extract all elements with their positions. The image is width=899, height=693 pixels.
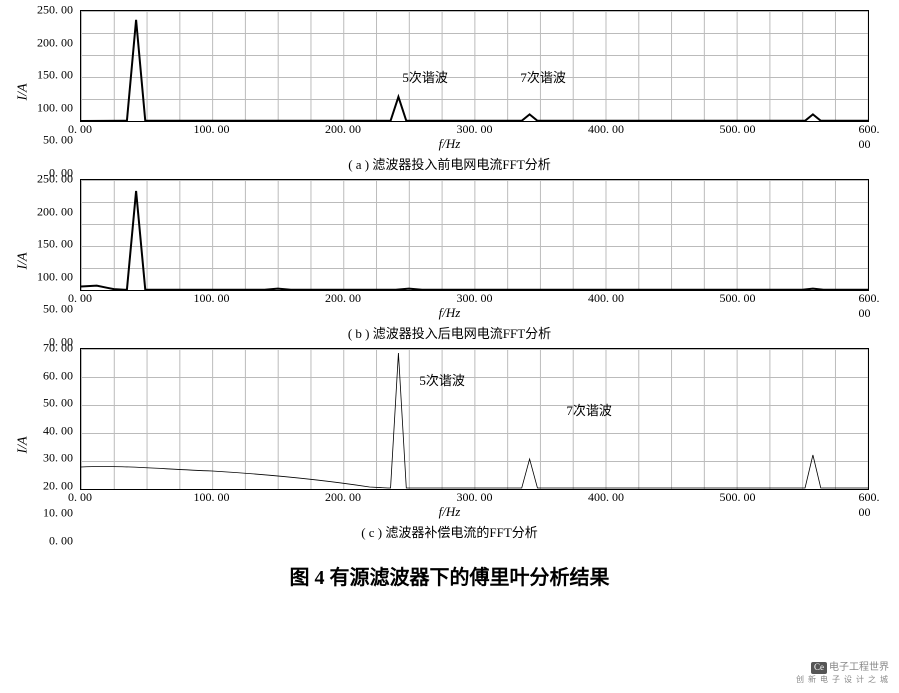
x-tick-label: 500. 00 xyxy=(720,122,756,137)
x-tick-label: 100. 00 xyxy=(193,291,229,306)
x-tick-label: 0. 00 xyxy=(68,490,92,505)
plot-area-b xyxy=(80,179,869,291)
watermark-sub: 创 新 电 子 设 计 之 城 xyxy=(796,675,889,684)
x-tick-label: 600. 00 xyxy=(859,122,880,152)
caption-c: ( c ) 滤波器补偿电流的FFT分析 xyxy=(10,522,889,541)
y-tick-label: 100. 00 xyxy=(37,100,73,115)
chart-c: I/A 0. 0010. 0020. 0030. 0040. 0050. 006… xyxy=(10,348,889,541)
x-tick-label: 300. 00 xyxy=(457,291,493,306)
y-tick-label: 70. 00 xyxy=(43,341,73,356)
x-tick-label: 500. 00 xyxy=(720,291,756,306)
x-tick-label: 600. 00 xyxy=(859,291,880,321)
y-ticks-c: 0. 0010. 0020. 0030. 0040. 0050. 0060. 0… xyxy=(10,348,75,541)
caption-b: ( b ) 滤波器投入后电网电流FFT分析 xyxy=(10,323,889,342)
x-ticks-b: 0. 00100. 00200. 00300. 00400. 00500. 00… xyxy=(80,291,869,307)
y-ticks-b: 0. 0050. 00100. 00150. 00200. 00250. 00 xyxy=(10,179,75,342)
x-tick-label: 200. 00 xyxy=(325,490,361,505)
x-tick-label: 400. 00 xyxy=(588,291,624,306)
x-axis-label: f/Hz xyxy=(10,305,889,321)
plot-area-a: 5次谐波 7次谐波 xyxy=(80,10,869,122)
x-tick-label: 400. 00 xyxy=(588,122,624,137)
harmonic-annotation: 5次谐波 xyxy=(419,370,465,389)
y-tick-label: 200. 00 xyxy=(37,204,73,219)
watermark: Ce电子工程世界 创 新 电 子 设 计 之 城 xyxy=(796,662,889,685)
y-tick-label: 60. 00 xyxy=(43,368,73,383)
x-tick-label: 200. 00 xyxy=(325,122,361,137)
harmonic-annotation: 5次谐波 xyxy=(402,67,448,86)
y-tick-label: 30. 00 xyxy=(43,451,73,466)
x-tick-label: 400. 00 xyxy=(588,490,624,505)
y-tick-label: 150. 00 xyxy=(37,68,73,83)
y-tick-label: 250. 00 xyxy=(37,3,73,18)
x-ticks-c: 0. 00100. 00200. 00300. 00400. 00500. 00… xyxy=(80,490,869,506)
y-ticks-a: 0. 0050. 00100. 00150. 00200. 00250. 00 xyxy=(10,10,75,173)
x-tick-label: 500. 00 xyxy=(720,490,756,505)
x-tick-label: 300. 00 xyxy=(457,122,493,137)
caption-a: ( a ) 滤波器投入前电网电流FFT分析 xyxy=(10,154,889,173)
watermark-brand: 电子工程世界 xyxy=(829,662,889,673)
harmonic-annotation: 7次谐波 xyxy=(520,67,566,86)
harmonic-annotation: 7次谐波 xyxy=(566,400,612,419)
watermark-badge: Ce xyxy=(811,662,827,674)
x-tick-label: 100. 00 xyxy=(193,122,229,137)
y-tick-label: 10. 00 xyxy=(43,506,73,521)
x-axis-label: f/Hz xyxy=(10,504,889,520)
y-tick-label: 50. 00 xyxy=(43,396,73,411)
y-tick-label: 150. 00 xyxy=(37,237,73,252)
y-tick-label: 40. 00 xyxy=(43,423,73,438)
x-tick-label: 200. 00 xyxy=(325,291,361,306)
figure-title: 图 4 有源滤波器下的傅里叶分析结果 xyxy=(10,561,889,590)
y-tick-label: 200. 00 xyxy=(37,35,73,50)
x-tick-label: 100. 00 xyxy=(193,490,229,505)
x-tick-label: 600. 00 xyxy=(859,490,880,520)
x-axis-label: f/Hz xyxy=(10,136,889,152)
x-ticks-a: 0. 00100. 00200. 00300. 00400. 00500. 00… xyxy=(80,122,869,138)
plot-area-c: 5次谐波 7次谐波 xyxy=(80,348,869,490)
y-tick-label: 0. 00 xyxy=(49,534,73,549)
y-tick-label: 250. 00 xyxy=(37,172,73,187)
y-tick-label: 100. 00 xyxy=(37,269,73,284)
x-tick-label: 300. 00 xyxy=(457,490,493,505)
chart-a: I/A 0. 0050. 00100. 00150. 00200. 00250.… xyxy=(10,10,889,173)
chart-b: I/A 0. 0050. 00100. 00150. 00200. 00250.… xyxy=(10,179,889,342)
x-tick-label: 0. 00 xyxy=(68,122,92,137)
x-tick-label: 0. 00 xyxy=(68,291,92,306)
